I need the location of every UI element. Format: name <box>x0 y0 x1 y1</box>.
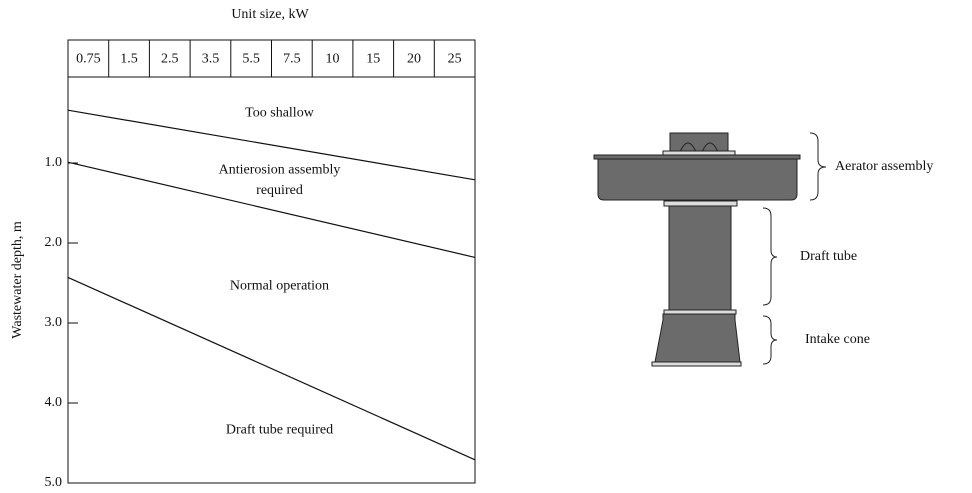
x-tick-label: 25 <box>448 52 462 67</box>
x-tick-label: 0.75 <box>76 52 101 67</box>
plot-area <box>67 76 476 484</box>
x-tick-label: 10 <box>326 52 340 67</box>
y-axis-label: Wastewater depth, m <box>10 221 25 339</box>
x-tick-label: 3.5 <box>202 52 220 67</box>
y-tick-label: 1.0 <box>45 155 63 170</box>
x-axis-label: Unit size, kW <box>231 7 309 22</box>
y-tick-label: 3.0 <box>45 315 63 330</box>
region-label: Normal operation <box>230 278 329 293</box>
y-tick-label: 5.0 <box>45 475 63 490</box>
y-tick-label: 4.0 <box>45 395 63 410</box>
boundary-line <box>67 109 476 181</box>
diagram-label: Intake cone <box>805 332 870 347</box>
boundary-line <box>67 276 476 461</box>
x-tick-label: 20 <box>407 52 421 67</box>
boundary-line <box>67 161 476 258</box>
region-label: Draft tube required <box>226 422 333 437</box>
region-label: Antierosion assembly <box>219 162 341 177</box>
x-tick-label: 15 <box>366 52 380 67</box>
y-tick-label: 2.0 <box>45 235 63 250</box>
x-tick-label: 5.5 <box>242 52 260 67</box>
aerator-drawing <box>593 132 827 367</box>
region-label: required <box>256 183 303 198</box>
diagram-label: Draft tube <box>800 249 857 264</box>
x-tick-label: 7.5 <box>283 52 301 67</box>
diagram-label: Aerator assembly <box>835 159 933 174</box>
region-label: Too shallow <box>245 106 315 121</box>
x-tick-label: 1.5 <box>120 52 138 67</box>
x-tick-label: 2.5 <box>161 52 179 67</box>
